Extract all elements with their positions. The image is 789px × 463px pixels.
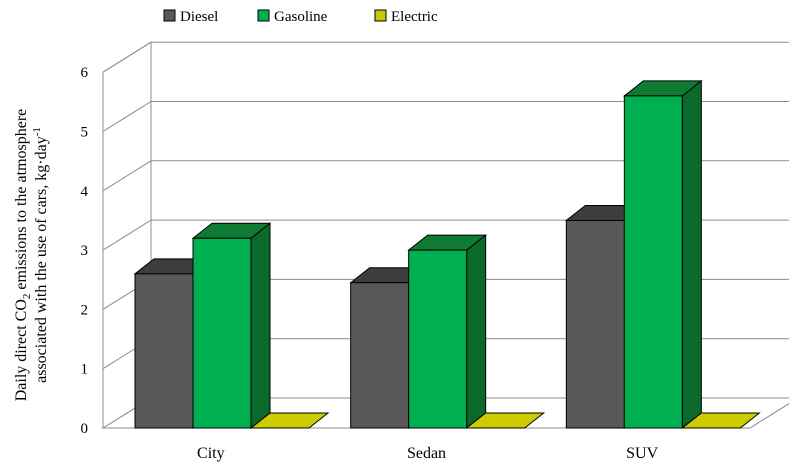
bar-front [408, 249, 468, 429]
bar-gasoline-city [191, 222, 272, 430]
bar-front [134, 273, 194, 429]
bar-electric-suv [680, 412, 761, 429]
y-tick-label: 1 [81, 362, 89, 378]
legend-swatch-gasoline [257, 9, 270, 22]
legend-swatch-electric [374, 9, 387, 22]
y-tick-label: 3 [81, 243, 89, 259]
bar-gasoline-suv [622, 79, 703, 430]
gridline [102, 160, 789, 192]
y-tick-label: 5 [81, 125, 89, 141]
y-tick-label: 0 [81, 421, 89, 437]
x-tick-label: Sedan [407, 445, 446, 462]
bar-gasoline-sedan [407, 234, 488, 430]
y-axis-label-line1: Daily direct CO2 emissions to the atmosp… [13, 109, 33, 402]
legend-label-diesel: Diesel [180, 9, 218, 25]
legend-label-electric: Electric [391, 9, 438, 25]
y-tick-label: 4 [81, 184, 89, 200]
gridline [102, 101, 789, 132]
bar-front [565, 219, 625, 429]
bar-front [623, 95, 683, 429]
legend: Diesel Gasoline Electric [163, 9, 438, 25]
bar-flat [249, 412, 330, 429]
y-tick-labels: 0 1 2 3 4 5 6 [81, 65, 89, 437]
y-tick-label: 6 [81, 65, 89, 81]
y-axis-label-line2: associated with the use of cars, kg·day-… [31, 127, 50, 383]
bar-side [250, 222, 271, 430]
x-tick-labels: City Sedan SUV [197, 445, 659, 462]
bar-flat [465, 412, 546, 429]
bar-electric-city [249, 412, 330, 429]
bar-electric-sedan [465, 412, 546, 429]
y-axis-label-line2-superscript: -1 [31, 127, 43, 136]
x-tick-label: SUV [626, 445, 658, 462]
y-axis-label-line2-prefix: associated with the use of cars, kg·day [33, 136, 50, 383]
legend-label-gasoline: Gasoline [274, 9, 328, 25]
x-tick-label: City [197, 445, 225, 462]
bars [133, 79, 761, 430]
y-axis-label-line1-subscript: 2 [21, 294, 33, 300]
bar-front [192, 237, 252, 429]
bar-flat [680, 412, 761, 429]
bar-front [350, 282, 410, 429]
y-axis-label-line1-prefix: Daily direct CO [13, 299, 30, 401]
bar-side [466, 234, 487, 430]
y-axis-label-line1-suffix: emissions to the atmosphere [13, 109, 30, 294]
gridline [102, 41, 789, 73]
bar-side [681, 79, 702, 430]
legend-swatch-diesel [163, 9, 176, 22]
y-tick-label: 2 [81, 302, 89, 318]
